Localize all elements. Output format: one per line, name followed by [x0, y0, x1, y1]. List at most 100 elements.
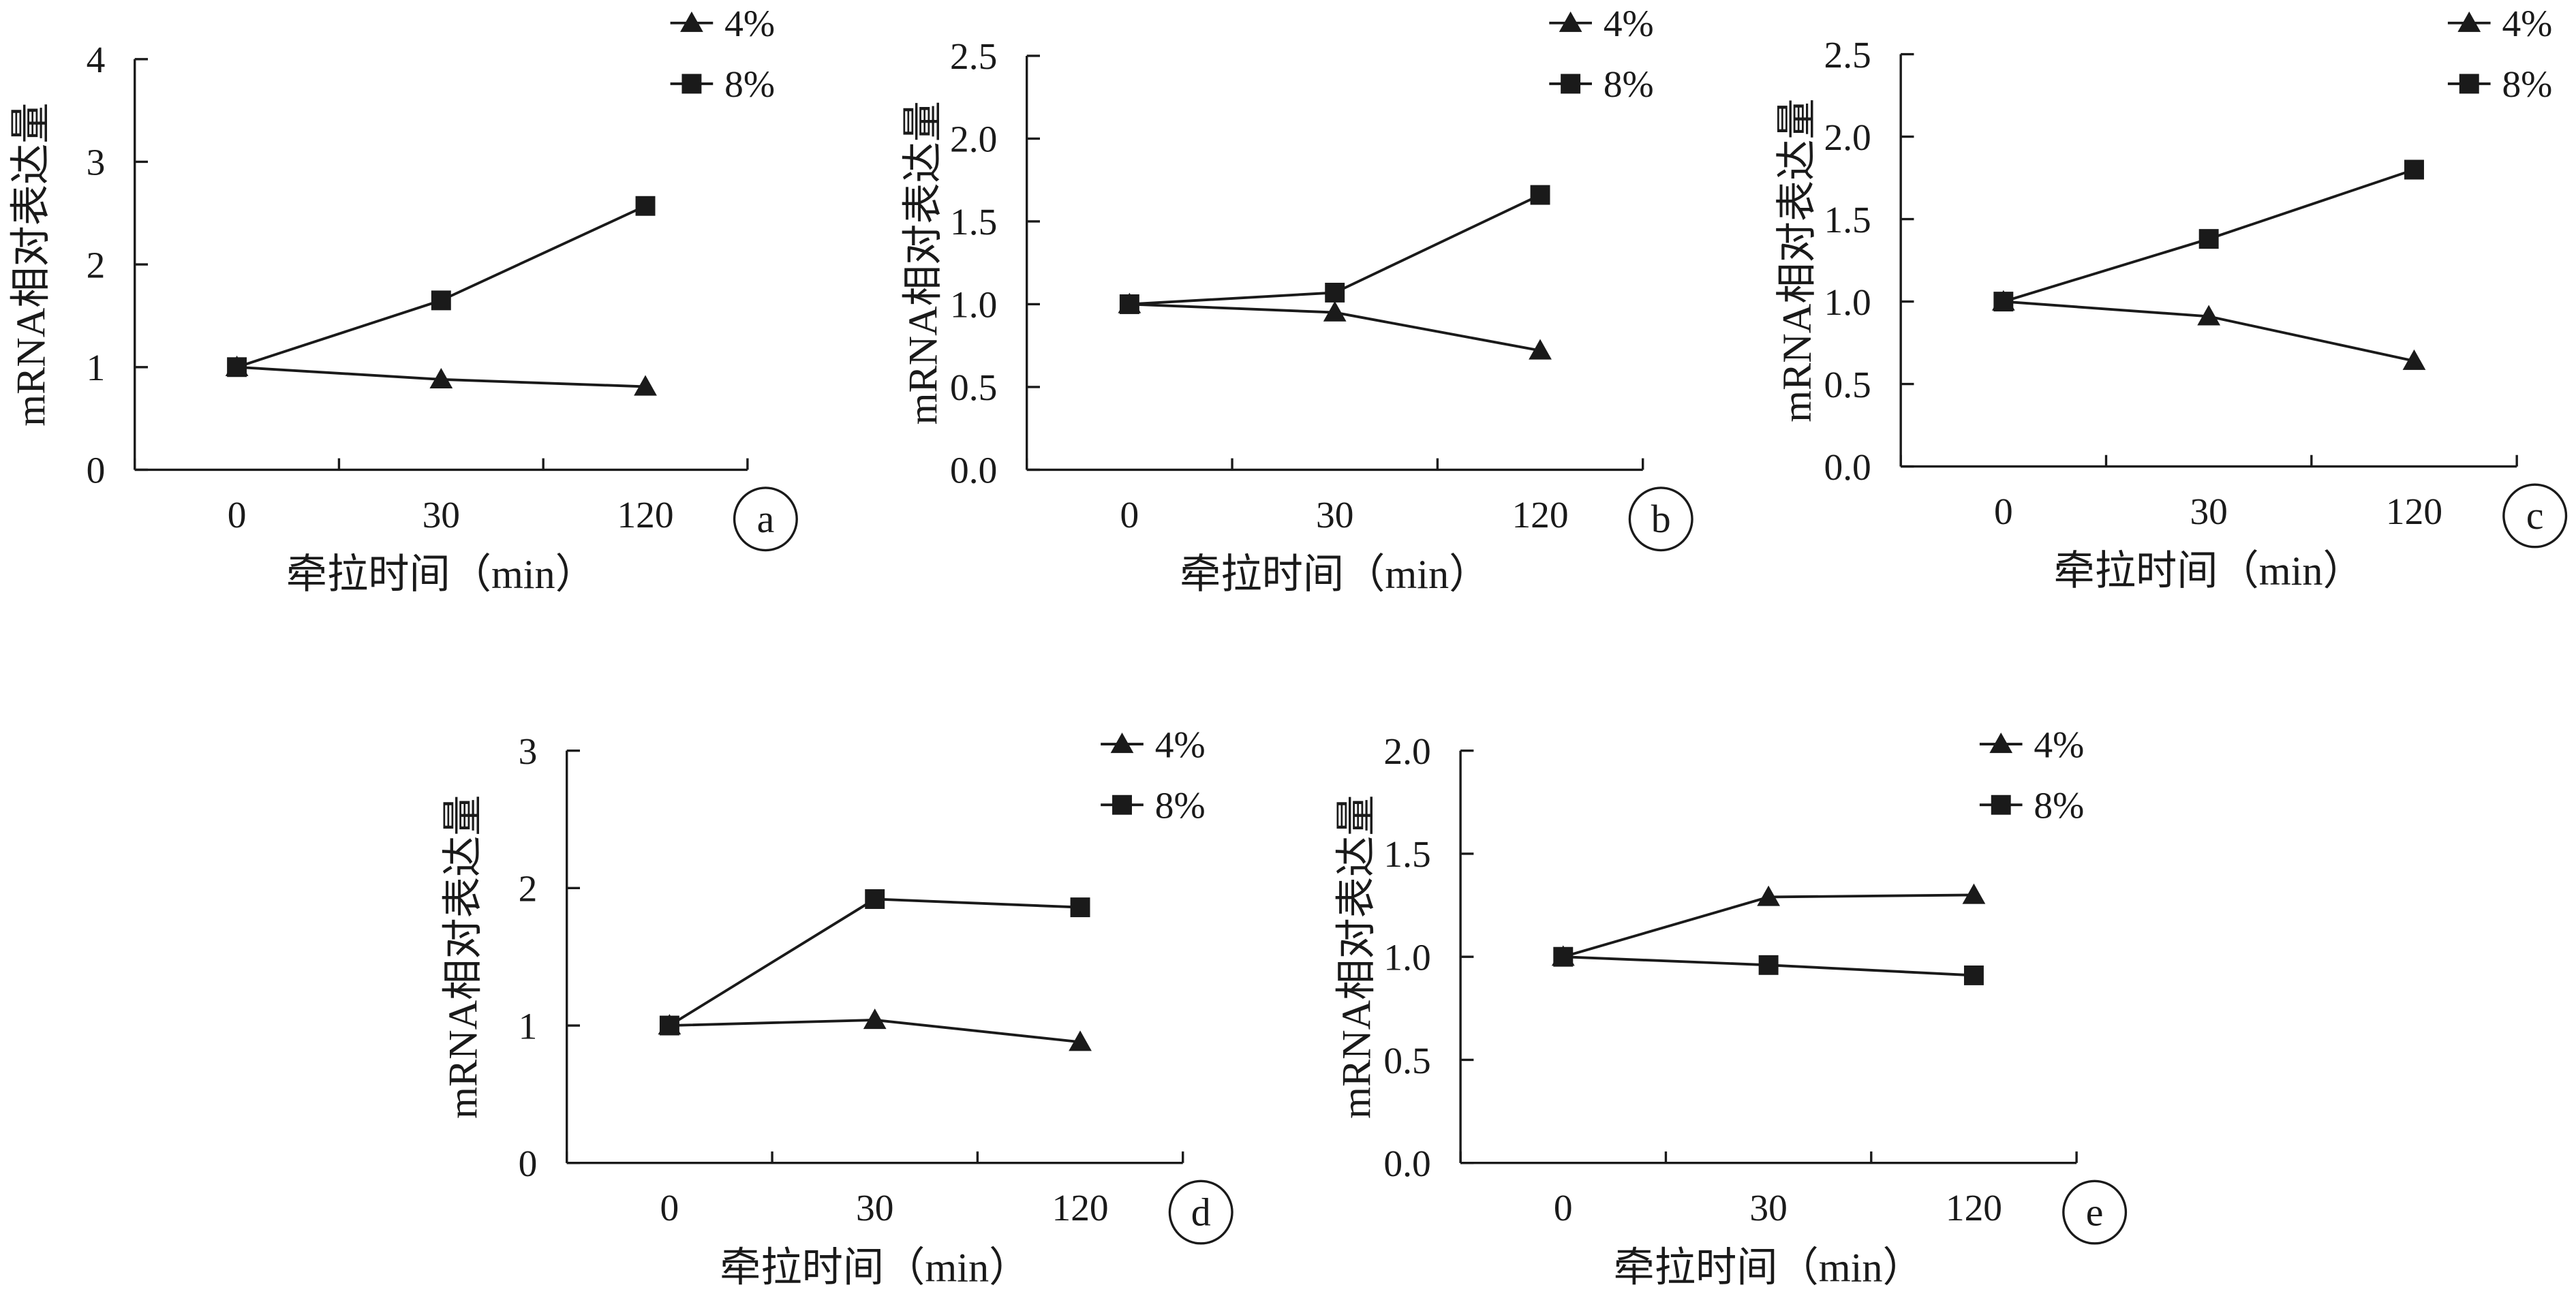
legend-label: 8% [1604, 63, 1654, 105]
y-tick-label: 1.0 [950, 284, 997, 326]
x-tick-label: 0 [660, 1187, 679, 1229]
data-point-4-percent [1323, 300, 1347, 322]
x-axis-label: 牵拉时间（min） [286, 552, 596, 598]
legend-label: 4% [1155, 724, 1206, 765]
x-tick-label: 120 [2386, 491, 2442, 532]
panel-label: d [1191, 1190, 1211, 1234]
data-point-8-percent [635, 196, 656, 216]
data-point-8-percent [1963, 965, 1984, 985]
y-tick-label: 3 [87, 142, 106, 183]
y-axis-label: mRNA相对表达量 [900, 101, 946, 425]
legend: 4%8% [1549, 3, 1654, 105]
data-point-8-percent [431, 290, 451, 311]
x-tick-label: 120 [1512, 494, 1568, 536]
y-axis-label: mRNA相对表达量 [1334, 795, 1380, 1119]
y-tick-label: 2.0 [950, 119, 997, 160]
legend-marker-8-percent [681, 74, 702, 94]
y-axis-label: mRNA相对表达量 [440, 795, 486, 1119]
y-tick-label: 0.0 [1383, 1143, 1430, 1184]
data-point-4-percent [1962, 883, 1986, 904]
data-point-4-percent [1757, 885, 1780, 906]
y-tick-label: 2.5 [1824, 34, 1871, 76]
legend: 4%8% [1979, 724, 2084, 827]
x-axis-label: 牵拉时间（min） [1613, 1245, 1923, 1291]
x-tick-label: 0 [1994, 491, 2013, 532]
y-tick-label: 2.5 [950, 35, 997, 77]
x-tick-label: 0 [228, 494, 247, 536]
x-tick-label: 30 [856, 1187, 893, 1229]
data-point-8-percent [1553, 946, 1574, 967]
legend-marker-8-percent [2459, 74, 2479, 94]
y-tick-label: 0.0 [950, 450, 997, 491]
y-tick-label: 0.5 [1824, 364, 1871, 405]
legend: 4%8% [1101, 724, 1206, 827]
data-point-8-percent [227, 357, 247, 377]
series-line-8-percent [669, 897, 1081, 1027]
x-tick-label: 120 [1052, 1187, 1108, 1229]
y-tick-label: 2 [519, 868, 538, 910]
x-tick-label: 30 [1749, 1187, 1787, 1229]
data-point-4-percent [1529, 339, 1552, 360]
legend-marker-4-percent [1559, 11, 1582, 32]
y-tick-label: 1 [519, 1005, 538, 1047]
x-axis-label: 牵拉时间（min） [1180, 552, 1490, 598]
x-axis-label: 牵拉时间（min） [720, 1245, 1030, 1291]
x-tick-label: 0 [1554, 1187, 1573, 1229]
data-point-8-percent [1070, 897, 1090, 918]
y-tick-label: 0.5 [950, 367, 997, 408]
y-axis-label: mRNA相对表达量 [1775, 98, 1820, 422]
legend-marker-4-percent [1110, 732, 1134, 754]
y-tick-label: 2.0 [1383, 730, 1430, 772]
y-tick-label: 1.0 [1383, 936, 1430, 978]
y-tick-label: 1.5 [1383, 833, 1430, 875]
chart-panel-c: 0.00.51.01.52.02.50 30 1204%8%牵拉时间（min）mRN… [1775, 3, 2568, 594]
data-point-4-percent [2402, 349, 2426, 370]
data-point-8-percent [1119, 294, 1139, 314]
legend-marker-8-percent [1112, 794, 1132, 815]
legend-marker-4-percent [2457, 11, 2481, 32]
data-point-8-percent [659, 1015, 679, 1036]
panel-label: b [1651, 497, 1671, 541]
panel-label-circle [733, 487, 798, 552]
y-tick-label: 0 [519, 1143, 538, 1184]
legend-marker-8-percent [1991, 794, 2011, 815]
data-point-8-percent [1758, 955, 1779, 975]
legend-marker-4-percent [1989, 732, 2013, 754]
panel-label-circle [1628, 487, 1693, 552]
series-line-8-percent [236, 204, 646, 369]
legend-label: 8% [2034, 785, 2084, 827]
panel-label: c [2526, 493, 2544, 538]
x-tick-label: 30 [1316, 494, 1353, 536]
y-tick-label: 0 [87, 450, 106, 491]
y-tick-label: 0.5 [1383, 1040, 1430, 1081]
legend: 4%8% [2447, 3, 2552, 105]
x-axis-label: 牵拉时间（min） [2054, 549, 2364, 594]
x-tick-label: 120 [617, 494, 673, 536]
legend-label: 4% [2502, 3, 2552, 44]
data-point-8-percent [1325, 282, 1345, 303]
y-tick-label: 2 [87, 244, 106, 286]
data-point-4-percent [634, 375, 657, 396]
y-tick-label: 2.0 [1824, 117, 1871, 158]
x-tick-label: 0 [1120, 494, 1139, 536]
legend-label: 4% [1604, 3, 1654, 44]
panel-label: e [2086, 1190, 2104, 1234]
data-point-8-percent [1530, 185, 1550, 205]
y-tick-label: 1.5 [950, 201, 997, 243]
data-point-8-percent [1993, 292, 2014, 312]
data-point-4-percent [863, 1008, 887, 1030]
x-tick-label: 120 [1946, 1187, 2002, 1229]
legend-marker-4-percent [680, 11, 703, 32]
panel-label-circle [1168, 1179, 1233, 1245]
panel-label-circle [2062, 1179, 2128, 1245]
data-point-8-percent [865, 889, 885, 909]
legend-label: 4% [2034, 724, 2084, 765]
y-axis-label: mRNA相对表达量 [8, 102, 54, 426]
y-tick-label: 0.0 [1824, 446, 1871, 488]
y-tick-label: 3 [519, 730, 538, 772]
panel-label: a [757, 497, 775, 541]
data-point-4-percent [2197, 305, 2221, 326]
